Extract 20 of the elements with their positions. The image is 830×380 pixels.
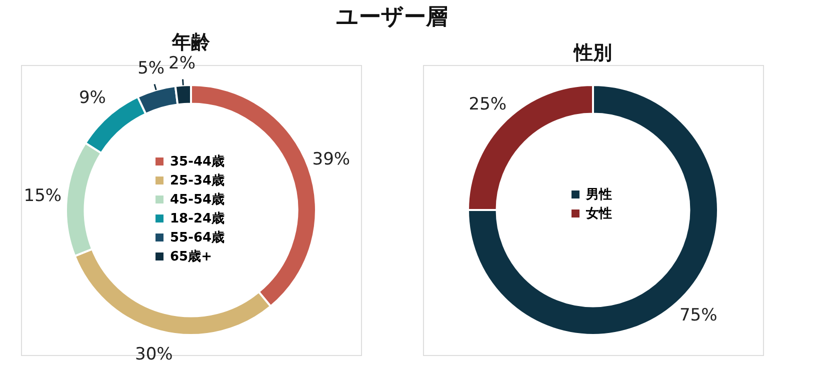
data-label: 15% bbox=[24, 186, 62, 206]
legend-label: 45-54歳 bbox=[170, 192, 225, 208]
legend-label: 18-24歳 bbox=[170, 212, 225, 226]
data-label: 2% bbox=[168, 53, 196, 74]
data-label: 9% bbox=[78, 88, 106, 108]
data-label: 39% bbox=[312, 150, 350, 170]
data-label: 5% bbox=[138, 58, 165, 79]
chart-title: 性別 bbox=[573, 42, 612, 64]
donut-slice bbox=[467, 84, 719, 336]
legend-label: 35-44歳 bbox=[170, 154, 225, 170]
data-label: 75% bbox=[679, 305, 718, 326]
legend-label: 男性 bbox=[585, 188, 612, 202]
data-label: 25% bbox=[468, 94, 507, 115]
data-label: 30% bbox=[135, 344, 173, 364]
legend-label: 25-34歳 bbox=[170, 174, 225, 188]
legend-label: 65歳+ bbox=[170, 250, 212, 264]
legend-label: 女性 bbox=[585, 206, 612, 222]
chart-title: 年齢 bbox=[171, 31, 211, 54]
legend-label: 55-64歳 bbox=[170, 230, 225, 246]
text: ユーザー層 bbox=[336, 4, 448, 30]
